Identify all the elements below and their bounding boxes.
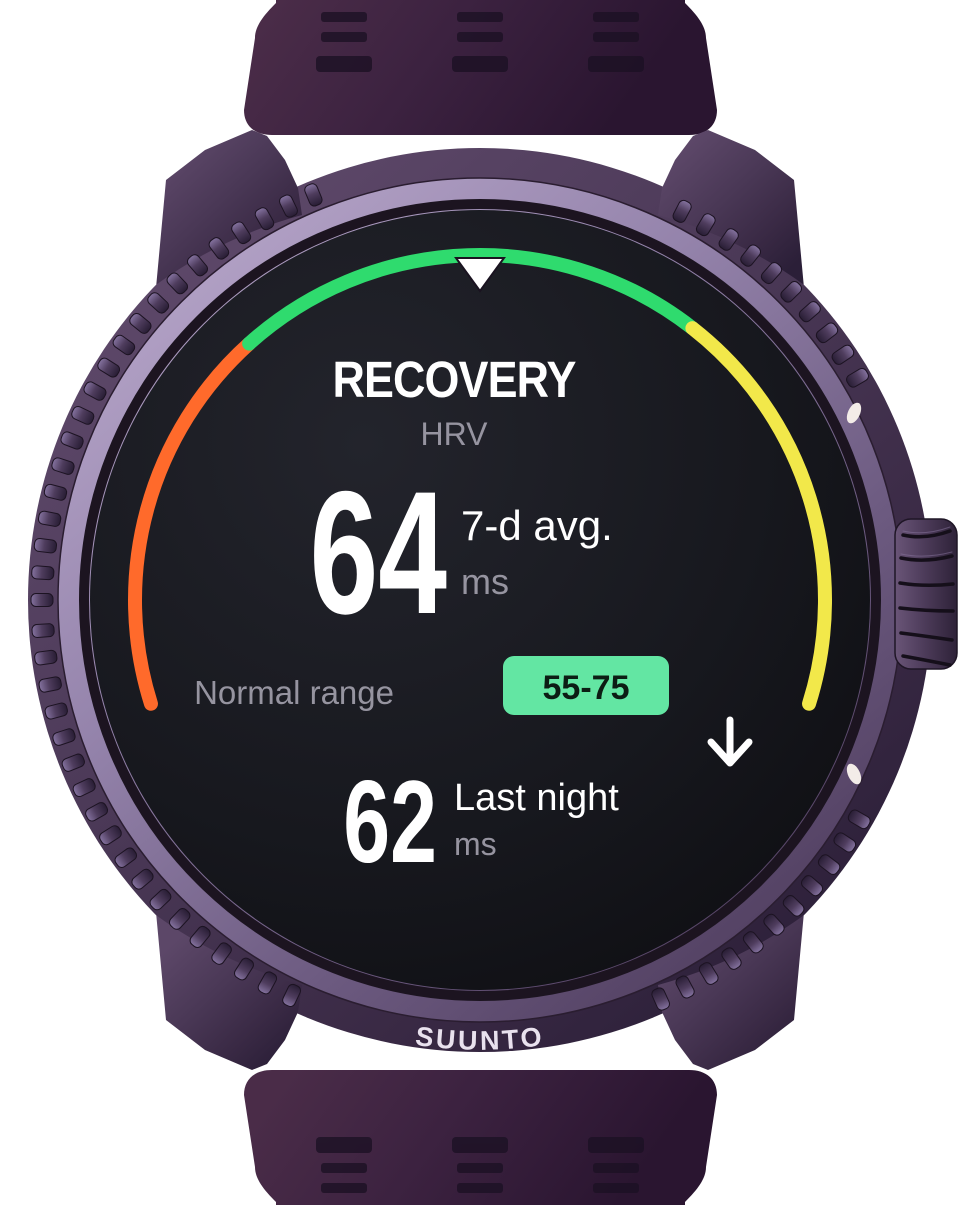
- svg-text:55-75: 55-75: [543, 669, 630, 707]
- svg-text:62: 62: [343, 756, 437, 887]
- svg-text:SUUNTO: SUUNTO: [414, 1021, 547, 1056]
- svg-text:Last night: Last night: [454, 777, 619, 819]
- svg-text:ms: ms: [461, 561, 509, 602]
- svg-text:64: 64: [310, 456, 447, 651]
- svg-text:7-d avg.: 7-d avg.: [461, 502, 613, 549]
- svg-text:HRV: HRV: [421, 416, 489, 452]
- svg-text:RECOVERY: RECOVERY: [332, 352, 576, 408]
- svg-text:ms: ms: [454, 826, 497, 862]
- svg-text:Normal range: Normal range: [194, 674, 394, 711]
